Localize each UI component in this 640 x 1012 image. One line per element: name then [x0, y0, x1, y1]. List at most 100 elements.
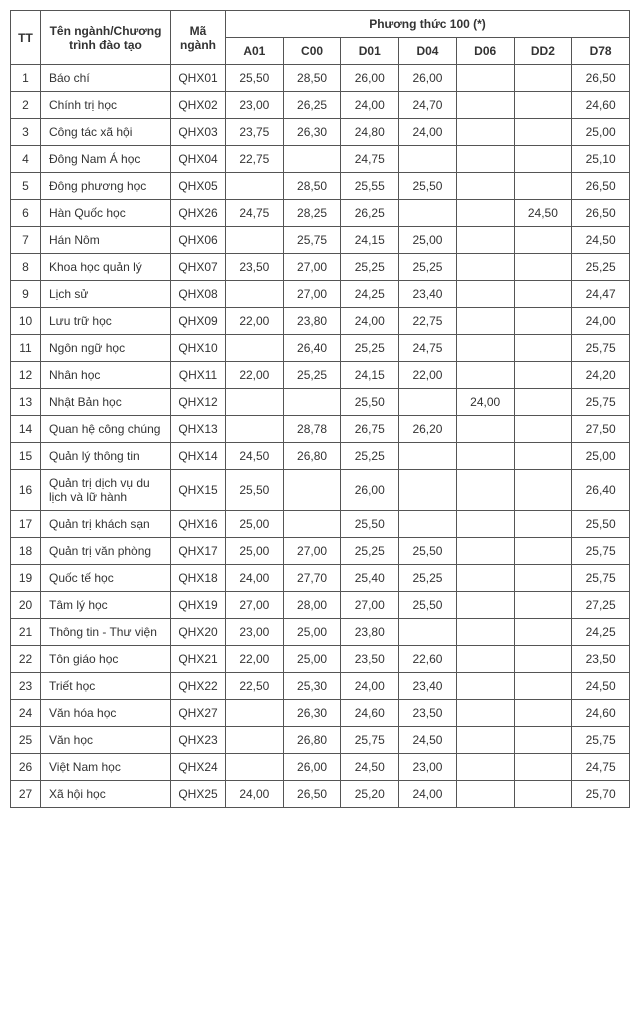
cell-score [514, 700, 572, 727]
cell-score: 24,15 [341, 227, 399, 254]
table-row: 27Xã hội họcQHX2524,0026,5025,2024,0025,… [11, 781, 630, 808]
cell-score: 26,50 [283, 781, 341, 808]
cell-score [456, 727, 514, 754]
cell-tt: 1 [11, 65, 41, 92]
cell-code: QHX03 [171, 119, 226, 146]
cell-score: 25,25 [341, 335, 399, 362]
cell-score [456, 646, 514, 673]
cell-score [514, 173, 572, 200]
cell-tt: 26 [11, 754, 41, 781]
cell-score [514, 619, 572, 646]
cell-score: 24,50 [572, 673, 630, 700]
cell-code: QHX13 [171, 416, 226, 443]
cell-score [226, 700, 284, 727]
score-table: TT Tên ngành/Chương trình đào tạo Mã ngà… [10, 10, 630, 808]
cell-name: Hàn Quốc học [41, 200, 171, 227]
cell-code: QHX14 [171, 443, 226, 470]
cell-name: Quản trị văn phòng [41, 538, 171, 565]
cell-score [514, 254, 572, 281]
table-row: 14Quan hệ công chúngQHX1328,7826,7526,20… [11, 416, 630, 443]
cell-score: 26,00 [399, 65, 457, 92]
cell-score: 28,50 [283, 65, 341, 92]
cell-score [399, 389, 457, 416]
cell-score: 24,00 [399, 781, 457, 808]
cell-code: QHX02 [171, 92, 226, 119]
header-D04: D04 [399, 38, 457, 65]
cell-score [456, 119, 514, 146]
cell-score: 25,00 [572, 443, 630, 470]
cell-score: 24,00 [226, 781, 284, 808]
cell-code: QHX24 [171, 754, 226, 781]
cell-score: 26,00 [341, 65, 399, 92]
cell-score: 22,00 [226, 308, 284, 335]
cell-score: 24,00 [456, 389, 514, 416]
cell-score [514, 565, 572, 592]
cell-score [456, 511, 514, 538]
table-row: 4Đông Nam Á họcQHX0422,7524,7525,10 [11, 146, 630, 173]
table-row: 24Văn hóa họcQHX2726,3024,6023,5024,60 [11, 700, 630, 727]
cell-score [456, 362, 514, 389]
cell-name: Quan hệ công chúng [41, 416, 171, 443]
table-row: 17Quản trị khách sạnQHX1625,0025,5025,50 [11, 511, 630, 538]
cell-score: 25,50 [572, 511, 630, 538]
cell-code: QHX09 [171, 308, 226, 335]
cell-score [456, 416, 514, 443]
cell-tt: 16 [11, 470, 41, 511]
cell-score: 27,00 [283, 538, 341, 565]
header-name: Tên ngành/Chương trình đào tạo [41, 11, 171, 65]
cell-score: 24,47 [572, 281, 630, 308]
cell-score [514, 389, 572, 416]
cell-score: 22,50 [226, 673, 284, 700]
cell-tt: 19 [11, 565, 41, 592]
cell-score [514, 146, 572, 173]
cell-score [456, 781, 514, 808]
table-row: 2Chính trị họcQHX0223,0026,2524,0024,702… [11, 92, 630, 119]
table-row: 25Văn họcQHX2326,8025,7524,5025,75 [11, 727, 630, 754]
cell-code: QHX21 [171, 646, 226, 673]
cell-score [456, 281, 514, 308]
table-row: 5Đông phương họcQHX0528,5025,5525,5026,5… [11, 173, 630, 200]
cell-score: 22,60 [399, 646, 457, 673]
cell-score [226, 227, 284, 254]
cell-score [514, 119, 572, 146]
cell-score: 28,50 [283, 173, 341, 200]
cell-score [456, 200, 514, 227]
cell-score [514, 538, 572, 565]
cell-score: 27,00 [226, 592, 284, 619]
cell-code: QHX17 [171, 538, 226, 565]
table-row: 23Triết họcQHX2222,5025,3024,0023,4024,5… [11, 673, 630, 700]
cell-score [283, 470, 341, 511]
cell-tt: 17 [11, 511, 41, 538]
cell-score [456, 173, 514, 200]
cell-tt: 11 [11, 335, 41, 362]
cell-score [514, 592, 572, 619]
cell-score: 25,30 [283, 673, 341, 700]
cell-name: Chính trị học [41, 92, 171, 119]
cell-name: Báo chí [41, 65, 171, 92]
cell-code: QHX01 [171, 65, 226, 92]
cell-score [514, 308, 572, 335]
cell-score [226, 389, 284, 416]
cell-score: 25,25 [399, 565, 457, 592]
cell-score: 24,50 [572, 227, 630, 254]
cell-tt: 18 [11, 538, 41, 565]
cell-name: Tôn giáo học [41, 646, 171, 673]
cell-name: Quản trị dịch vụ du lịch và lữ hành [41, 470, 171, 511]
cell-score: 25,50 [399, 592, 457, 619]
table-row: 11Ngôn ngữ họcQHX1026,4025,2524,7525,75 [11, 335, 630, 362]
cell-score [514, 335, 572, 362]
cell-tt: 12 [11, 362, 41, 389]
cell-tt: 8 [11, 254, 41, 281]
cell-score: 26,50 [572, 200, 630, 227]
cell-score: 24,00 [572, 308, 630, 335]
cell-score [283, 389, 341, 416]
cell-score: 25,00 [399, 227, 457, 254]
cell-code: QHX23 [171, 727, 226, 754]
header-tt: TT [11, 11, 41, 65]
cell-name: Tâm lý học [41, 592, 171, 619]
cell-score: 24,60 [572, 92, 630, 119]
table-row: 7Hán NômQHX0625,7524,1525,0024,50 [11, 227, 630, 254]
header-DD2: DD2 [514, 38, 572, 65]
table-row: 20Tâm lý họcQHX1927,0028,0027,0025,5027,… [11, 592, 630, 619]
cell-score: 25,50 [341, 389, 399, 416]
